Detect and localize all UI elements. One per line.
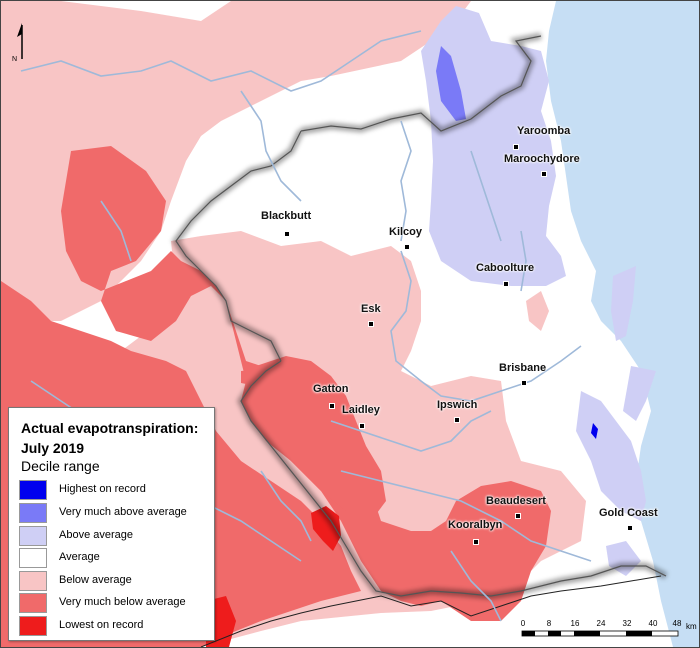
scale-tick-48: 48 [672,619,682,628]
legend-swatch-above [19,526,47,546]
place-dot-beaudesert [515,513,521,519]
legend-label-very-much-above: Very much above average [59,506,187,518]
legend-subtitle: Decile range [21,458,100,474]
place-dot-ipswich [454,417,460,423]
place-dot-laidley [359,423,365,429]
place-label-kilcoy: Kilcoy [389,226,423,238]
place-dot-brisbane [521,380,527,386]
legend-swatch-very-much-below [19,593,47,613]
legend-item-very-much-above: Very much above average [19,503,209,523]
legend-label-below: Below average [59,574,132,586]
catchment-boundary [175,35,667,597]
place-dot-gatton [329,403,335,409]
place-dot-gold-coast [627,525,633,531]
above-average-region-north [421,6,566,286]
place-label-gatton: Gatton [313,383,349,395]
above-average-region-island-1 [611,266,636,341]
legend-label-very-much-below: Very much below average [59,596,186,608]
scale-tick-16: 16 [570,619,580,628]
legend-item-below: Below average [19,571,209,591]
north-arrow [9,21,29,77]
scale-tick-40: 40 [648,619,658,628]
legend-item-average: Average [19,548,209,568]
place-label-ipswich: Ipswich [437,399,478,411]
place-dot-kilcoy [404,244,410,250]
legend-swatch-below [19,571,47,591]
scale-bar: 0 8 16 24 32 40 48 km [519,619,697,643]
place-dot-esk [368,321,374,327]
state-border [200,575,662,647]
very-much-below-average-region-northwest [61,146,551,621]
very-much-above-average-region [436,46,466,121]
legend-swatch-highest [19,480,47,500]
legend-swatch-average [19,548,47,568]
below-average-region-east [526,291,549,331]
place-label-brisbane: Brisbane [499,362,547,374]
place-label-yaroomba: Yaroomba [517,125,571,137]
place-dot-caboolture [503,281,509,287]
place-dot-yaroomba [513,144,519,150]
legend-item-lowest: Lowest on record [19,616,209,636]
very-much-below-average-region-gatton [256,356,386,521]
above-average-region-island-2 [623,366,656,421]
legend: Actual evapotranspiration: July 2019 Dec… [8,407,215,641]
place-label-esk: Esk [361,303,381,315]
lowest-on-record-region-1 [311,506,341,551]
scale-tick-8: 8 [546,619,552,628]
place-label-kooralbyn: Kooralbyn [448,519,503,531]
scale-tick-32: 32 [622,619,632,628]
legend-label-lowest: Lowest on record [59,619,144,631]
legend-label-average: Average [59,551,100,563]
scale-bar-graphic [521,630,679,637]
legend-swatch-lowest [19,616,47,636]
legend-item-very-much-below: Very much below average [19,593,209,613]
north-arrow-icon [17,23,23,59]
legend-label-above: Above average [59,529,133,541]
place-dot-maroochydore [541,171,547,177]
scale-unit: km [686,622,697,631]
place-dot-kooralbyn [473,539,479,545]
place-label-blackbutt: Blackbutt [261,210,312,222]
place-label-laidley: Laidley [342,404,380,416]
scale-tick-0: 0 [520,619,526,628]
highest-on-record-region [591,423,598,439]
place-dot-blackbutt [284,231,290,237]
legend-item-highest: Highest on record [19,480,209,500]
legend-label-highest: Highest on record [59,483,146,495]
place-label-beaudesert: Beaudesert [486,495,546,507]
legend-swatch-very-much-above [19,503,47,523]
place-label-maroochydore: Maroochydore [504,153,580,165]
place-label-caboolture: Caboolture [476,262,535,274]
scale-tick-24: 24 [596,619,606,628]
place-label-gold-coast: Gold Coast [599,507,658,519]
legend-title: Actual evapotranspiration: July 2019 [21,420,199,456]
legend-item-above: Above average [19,526,209,546]
above-average-region-coast [576,391,646,521]
north-label: N [12,56,18,63]
